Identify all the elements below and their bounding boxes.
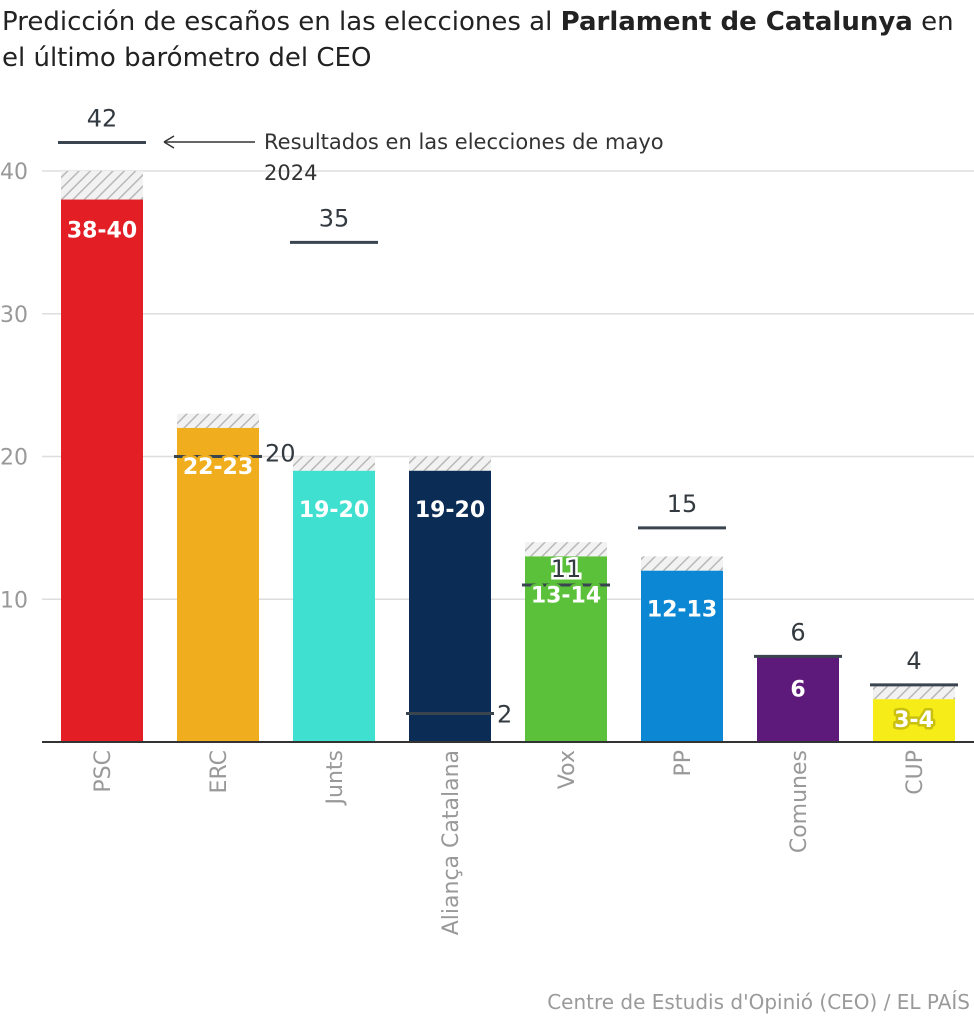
y-tick-label: 10 [0, 588, 28, 613]
bar [873, 699, 955, 742]
category-label: Junts [323, 750, 348, 806]
previous-result-label: 15 [667, 490, 698, 518]
category-label: Aliança Catalana [439, 750, 464, 935]
bar [177, 427, 259, 742]
category-label: Comunes [787, 750, 812, 853]
previous-result-label: 35 [319, 204, 350, 232]
previous-result-label: 20 [265, 440, 296, 468]
range-label: 19-20 [415, 498, 485, 523]
bar [293, 470, 375, 742]
bar-range-hatch [641, 556, 723, 571]
bar [525, 556, 607, 742]
bar-range-hatch [873, 684, 955, 700]
y-tick-label: 30 [0, 303, 28, 328]
category-label: ERC [207, 750, 232, 793]
range-label: 3-4 [894, 708, 934, 733]
previous-result-label: 11 [551, 555, 582, 583]
category-label: PSC [91, 750, 116, 793]
title-suffix: en el último barómetro del CEO [2, 7, 954, 73]
range-label: 38-40 [67, 219, 137, 244]
category-label: CUP [903, 750, 928, 795]
bar [61, 199, 143, 743]
source-credit: Centre de Estudis d'Opinió (CEO) / EL PA… [547, 990, 970, 1014]
annotation-text-line1: Resultados en las elecciones de mayo [264, 130, 664, 154]
annotation-text-line2: 2024 [264, 161, 317, 185]
previous-result-label: 4 [906, 647, 921, 675]
previous-result-label: 6 [790, 618, 805, 646]
category-label: PP [671, 750, 696, 777]
bar [757, 656, 839, 742]
bar [641, 570, 723, 742]
annotation-arrow-head [163, 135, 175, 149]
bar-range-hatch [409, 456, 491, 471]
range-label: 6 [790, 677, 805, 702]
bar [409, 470, 491, 742]
range-label: 12-13 [647, 598, 717, 623]
bar-range-hatch [177, 413, 259, 428]
bar-range-hatch [61, 171, 143, 200]
title-bold: Parlament de Catalunya [560, 7, 913, 37]
chart-title: Predicción de escaños en las elecciones … [2, 4, 962, 76]
title-prefix: Predicción de escaños en las elecciones … [2, 7, 561, 37]
y-tick-label: 20 [0, 446, 28, 471]
range-label: 19-20 [299, 498, 369, 523]
y-tick-label: 40 [0, 160, 28, 185]
category-label: Vox [555, 750, 580, 789]
bar-range-hatch [293, 456, 375, 471]
previous-result-label: 2 [497, 700, 512, 728]
previous-result-label: 42 [87, 104, 118, 132]
range-label: 22-23 [183, 455, 253, 480]
range-label: 13-14 [531, 583, 601, 608]
bar-range-hatch [525, 542, 607, 557]
